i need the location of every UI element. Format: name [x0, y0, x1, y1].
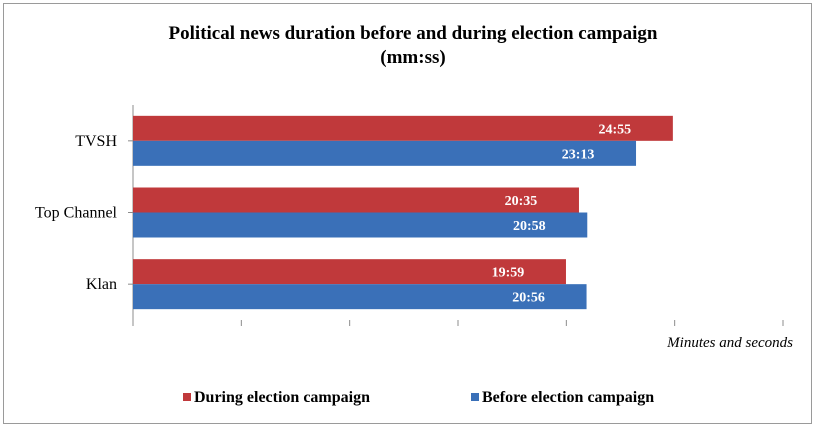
chart-subtitle: (mm:ss) — [380, 47, 445, 68]
bar-before — [133, 212, 588, 238]
legend-swatch — [183, 393, 191, 401]
bar-during — [133, 187, 579, 213]
data-label: 20:56 — [512, 291, 545, 306]
bar-before — [133, 284, 587, 310]
x-axis-label: Minutes and seconds — [666, 335, 793, 351]
legend: During election campaign Before election … — [183, 389, 654, 406]
bar-during — [133, 259, 566, 285]
legend-label: During election campaign — [194, 389, 370, 406]
legend-label: Before election campaign — [482, 389, 654, 406]
category-label: Top Channel — [35, 205, 118, 222]
data-label: 24:55 — [599, 122, 632, 137]
data-label: 20:58 — [513, 219, 546, 234]
chart-title: Political news duration before and durin… — [169, 23, 658, 44]
x-axis-ticks — [132, 320, 784, 326]
legend-swatch — [471, 393, 479, 401]
data-label: 23:13 — [562, 147, 595, 162]
category-label: TVSH — [75, 133, 117, 150]
data-label: 20:35 — [505, 194, 538, 209]
bar-during — [133, 115, 673, 141]
plot-area: TVSH 24:55 23:13 Top Channel 20:35 20:58 Klan 1… — [35, 105, 673, 320]
data-label: 19:59 — [492, 266, 525, 281]
category-label: Klan — [86, 276, 117, 293]
bar-before — [133, 140, 637, 166]
